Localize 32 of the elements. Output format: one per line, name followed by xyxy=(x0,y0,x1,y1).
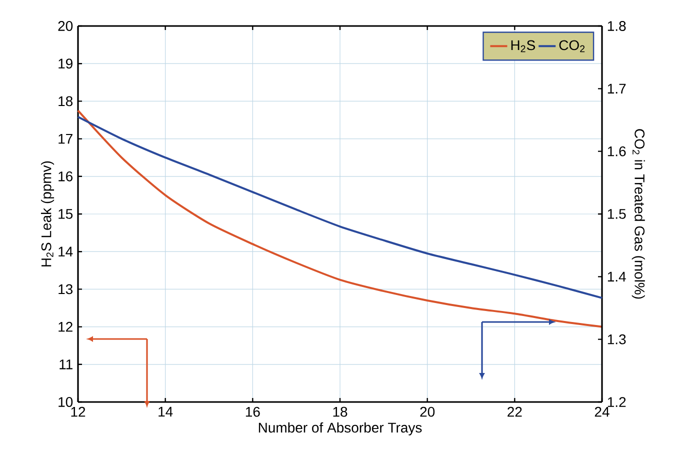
y-tick-label: 17 xyxy=(58,134,72,144)
y-axis-title: H$_{2}$S Leak (ppmv) xyxy=(40,161,54,266)
y2-tick-label: 1.7 xyxy=(608,84,626,94)
x-tick-label: 20 xyxy=(420,406,435,417)
y2-tick-label: 1.3 xyxy=(608,334,626,344)
y-tick-label: 20 xyxy=(58,21,73,31)
y-tick-label: 10 xyxy=(58,397,73,407)
y2-axis-title: CO$_{2}$ in Treated Gas (mol%) xyxy=(632,129,645,299)
x-axis-title: Number of Absorber Trays xyxy=(258,422,422,436)
legend-label: CO$_{2}$ xyxy=(559,40,585,52)
y-tick-label: 18 xyxy=(58,96,73,106)
y2-tick-label: 1.4 xyxy=(608,272,626,282)
x-tick-label: 12 xyxy=(71,406,86,417)
x-tick-label: 24 xyxy=(594,406,610,417)
x-tick-label: 14 xyxy=(158,406,173,416)
y-tick-label: 13 xyxy=(58,284,73,294)
y2-tick-label: 1.8 xyxy=(608,21,626,31)
y-tick-label: 16 xyxy=(58,171,73,182)
line-series xyxy=(77,110,604,328)
y2-tick-label: 1.6 xyxy=(608,146,626,156)
y2-tick-label: 1.2 xyxy=(608,397,626,407)
x-tick-label: 18 xyxy=(333,406,348,417)
y-tick-label: 14 xyxy=(58,246,73,256)
y-tick-label: 19 xyxy=(58,58,72,69)
y-tick-label: 15 xyxy=(58,209,73,219)
y2-tick-label: 1.5 xyxy=(608,209,626,219)
y-tick-label: 11 xyxy=(60,360,72,370)
y-tick-label: 12 xyxy=(58,322,72,332)
x-tick-label: 16 xyxy=(246,406,260,417)
legend-label: H$_{2}$S xyxy=(511,40,535,52)
line-series xyxy=(77,116,604,299)
x-tick-label: 22 xyxy=(508,406,522,417)
